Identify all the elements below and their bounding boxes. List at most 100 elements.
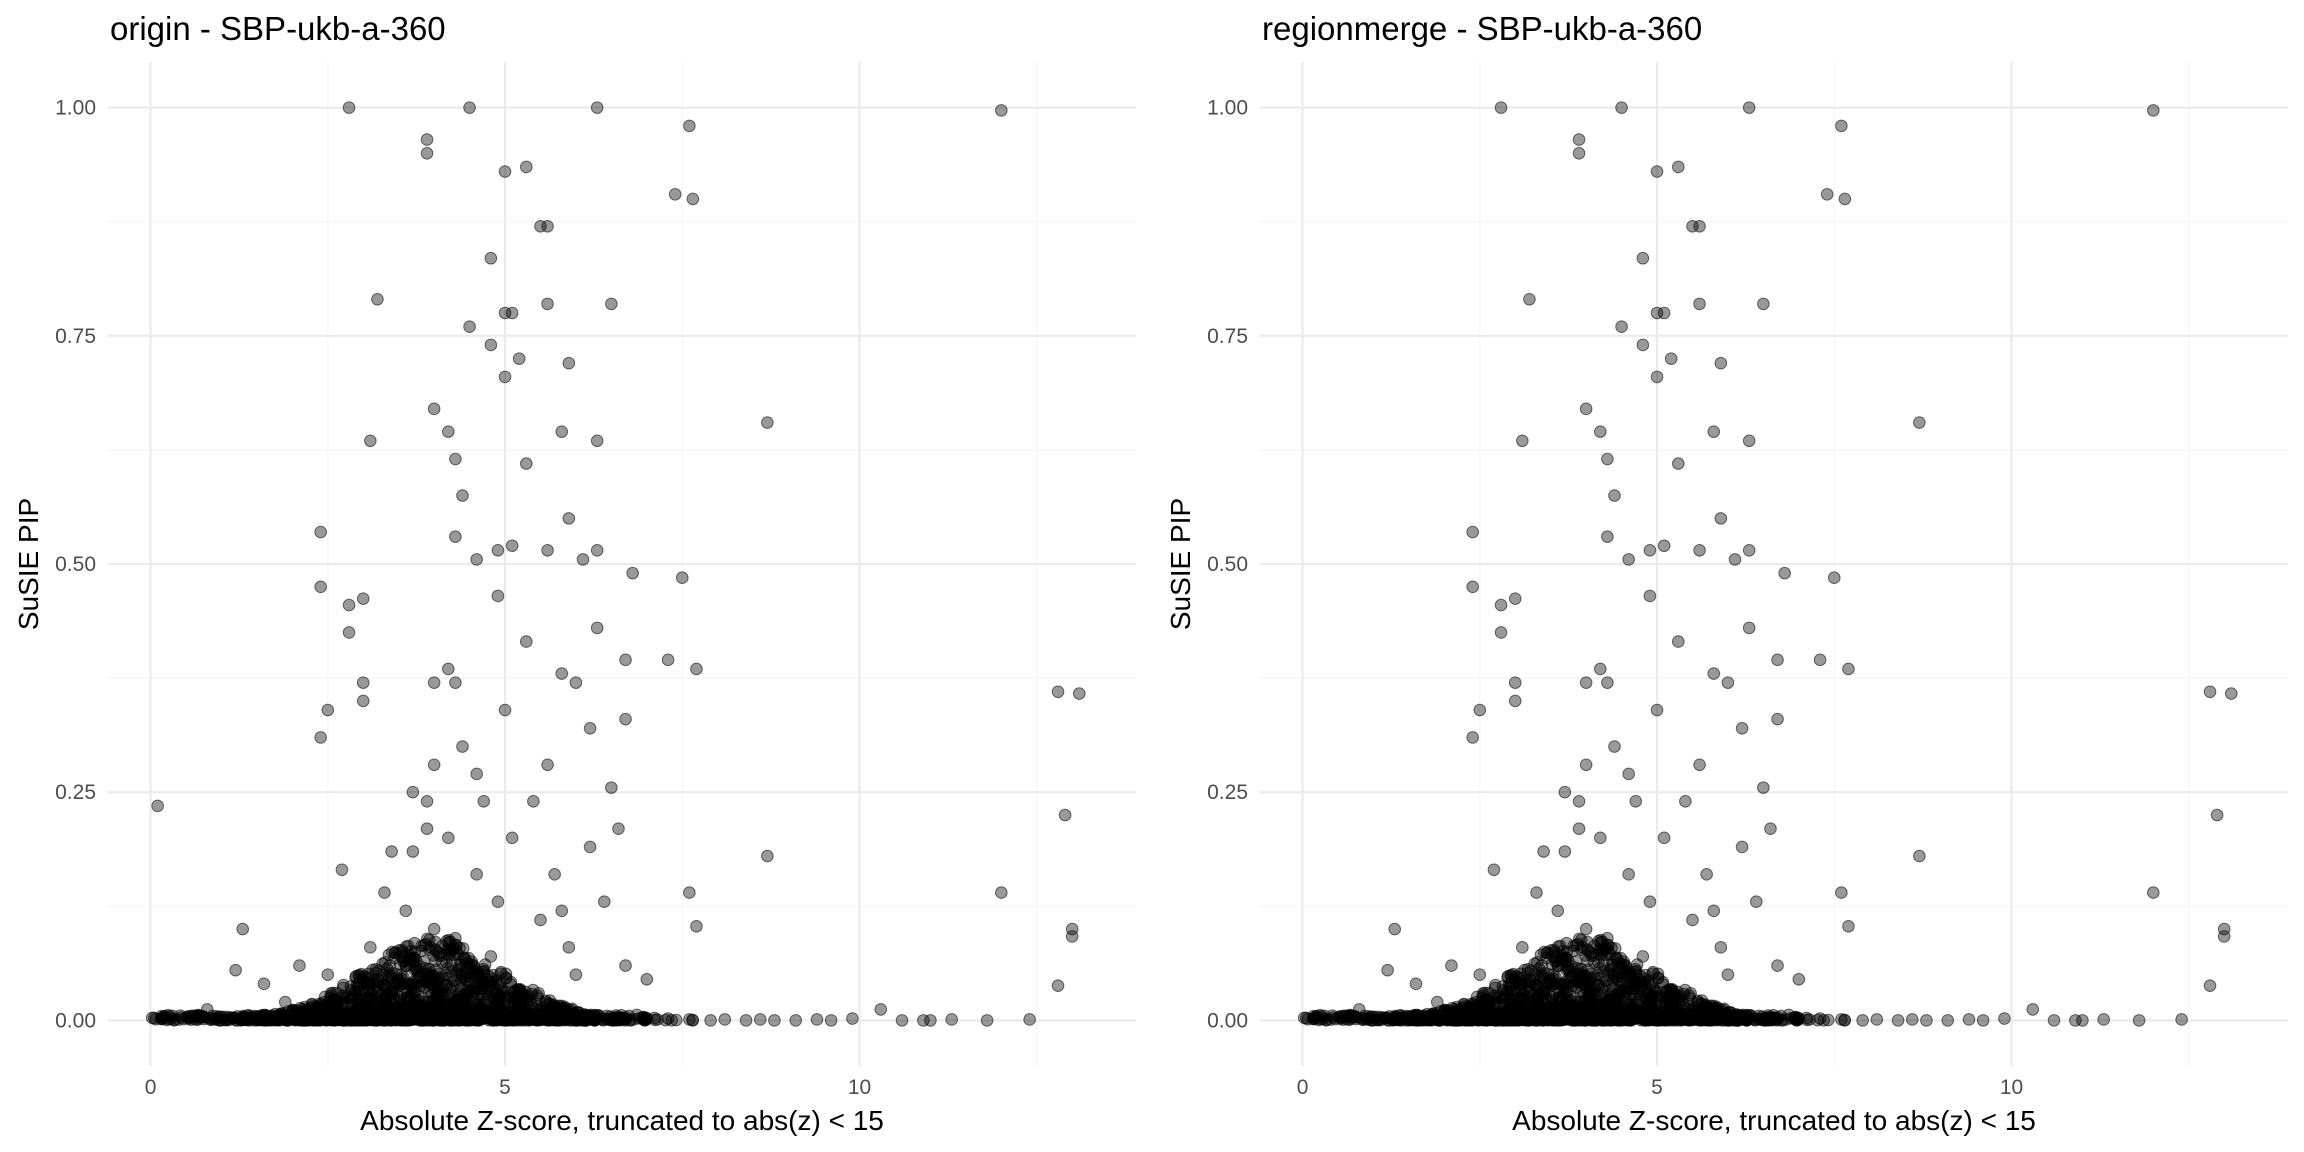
scatter-point [1352, 1003, 1366, 1016]
scatter-point [1998, 1012, 2011, 1025]
scatter-point [541, 219, 554, 233]
scatter-point [548, 868, 561, 881]
scatter-point [1572, 146, 1586, 160]
scatter-point [1771, 653, 1784, 667]
scatter-point [597, 895, 611, 909]
scatter-point [668, 188, 682, 201]
scatter-point [1615, 101, 1628, 114]
scatter-point [477, 795, 491, 808]
scatter-point [1601, 452, 1614, 466]
scatter-point [1608, 489, 1621, 502]
scatter-point [278, 995, 292, 1009]
scatter-point [406, 845, 420, 858]
scatter-point [1466, 580, 1479, 594]
scatter-point [1628, 1010, 1641, 1024]
scatter-point [1920, 1014, 1933, 1027]
scatter-point [1813, 1012, 1827, 1025]
scatter-point [1636, 251, 1650, 265]
scatter-point [514, 997, 528, 1010]
scatter-point [1721, 676, 1735, 689]
scatter-point [1741, 1009, 1755, 1022]
scatter-point [1735, 840, 1749, 854]
scatter-point [1714, 941, 1728, 954]
scatter-point [519, 635, 533, 648]
scatter-point [1579, 758, 1593, 772]
scatter-point [1587, 956, 1601, 969]
scatter-point [1051, 979, 1065, 992]
scatter-point [1072, 687, 1086, 700]
scatter-point [1447, 1013, 1460, 1026]
scatter-point [1679, 795, 1692, 808]
scatter-point [1636, 338, 1650, 352]
scatter-point [1410, 1008, 1424, 1022]
scatter-point [427, 402, 441, 416]
y-tick-label: 0.75 [55, 325, 96, 348]
scatter-point [519, 160, 533, 174]
x-tick-label: 5 [1651, 1076, 1663, 1099]
scatter-point [980, 1014, 994, 1027]
scatter-point [1657, 306, 1671, 320]
scatter-point [456, 740, 469, 753]
scatter-point [1694, 997, 1708, 1010]
scatter-point [1326, 1009, 1339, 1022]
y-axis-label: SuSIE PIP [13, 498, 44, 630]
scatter-point [753, 1013, 767, 1026]
scatter-point [651, 1013, 664, 1026]
scatter-point [1650, 703, 1664, 717]
y-tick-label: 0.50 [55, 553, 96, 576]
scatter-point [619, 653, 632, 667]
scatter-point [1891, 1014, 1905, 1027]
scatter-point [342, 598, 356, 612]
scatter-point [1870, 1013, 1884, 1026]
scatter-point [1714, 356, 1728, 370]
scatter-point [541, 297, 554, 311]
scatter-point [1523, 293, 1536, 306]
scatter-point [1707, 667, 1721, 680]
scatter-point [369, 962, 383, 976]
scatter-point [2097, 1013, 2110, 1026]
scatter-point [1546, 1009, 1560, 1023]
scatter-point [1494, 101, 1508, 114]
scatter-point [342, 626, 356, 639]
scatter-point [427, 676, 441, 689]
scatter-point [356, 676, 370, 689]
scatter-point [496, 986, 509, 999]
scatter-point [1513, 978, 1527, 991]
scatter-point [1615, 320, 1628, 333]
scatter-point [2210, 808, 2224, 822]
scatter-point [1650, 370, 1664, 384]
scatter-point [399, 904, 413, 918]
scatter-point [408, 991, 422, 1005]
scatter-point [1572, 133, 1586, 146]
scatter-point [449, 452, 462, 466]
scatter-point [236, 922, 250, 936]
scatter-point [1602, 1011, 1616, 1025]
scatter-point [470, 767, 483, 781]
scatter-point [505, 831, 519, 845]
scatter-point [1905, 1013, 1919, 1026]
scatter-point [534, 913, 547, 927]
x-axis-label: Absolute Z-score, truncated to abs(z) < … [1512, 1105, 2036, 1136]
scatter-point [1521, 962, 1535, 976]
scatter-point [1913, 416, 1926, 429]
scatter-point [384, 986, 397, 999]
scatter-point [1913, 849, 1926, 863]
scatter-point [1473, 703, 1487, 717]
scatter-point [1494, 598, 1508, 612]
scatter-point [1572, 795, 1586, 808]
scatter-point [1771, 959, 1784, 972]
scatter-point [420, 133, 434, 146]
scatter-point [498, 165, 512, 178]
scatter-point [1508, 694, 1522, 708]
scatter-point [1409, 977, 1423, 991]
y-tick-label: 0.00 [1207, 1009, 1248, 1032]
scatter-point [356, 592, 370, 605]
x-tick-label: 0 [1297, 1076, 1309, 1099]
scatter-point [450, 1011, 464, 1025]
scatter-point [1835, 886, 1848, 899]
scatter-point [476, 1010, 489, 1024]
scatter-point [1601, 931, 1614, 945]
scatter-point [335, 863, 349, 877]
scatter-point [361, 978, 375, 991]
